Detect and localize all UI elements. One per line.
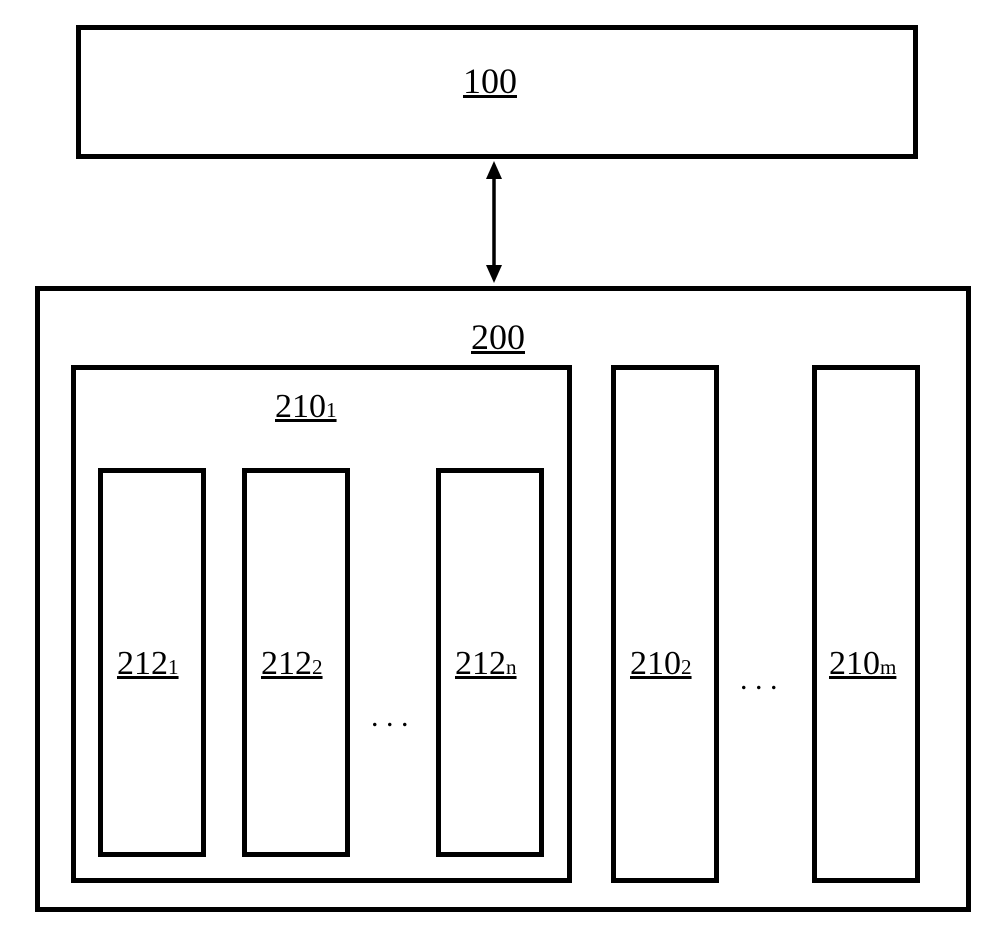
label-212-1: 2121 (117, 645, 179, 683)
label-212-2: 2122 (261, 645, 323, 683)
ellipsis-210: . . . (740, 663, 778, 697)
label-210-2: 2102 (630, 645, 692, 683)
ellipsis-212: . . . (371, 700, 409, 734)
label-210-m: 210m (829, 645, 896, 683)
label-212-n: 212n (455, 645, 517, 683)
bidirectional-arrow (484, 161, 504, 283)
block-210-2 (611, 365, 719, 883)
label-210-1: 2101 (275, 388, 337, 426)
label-200: 200 (471, 316, 525, 358)
label-100: 100 (463, 60, 517, 102)
block-210-m (812, 365, 920, 883)
